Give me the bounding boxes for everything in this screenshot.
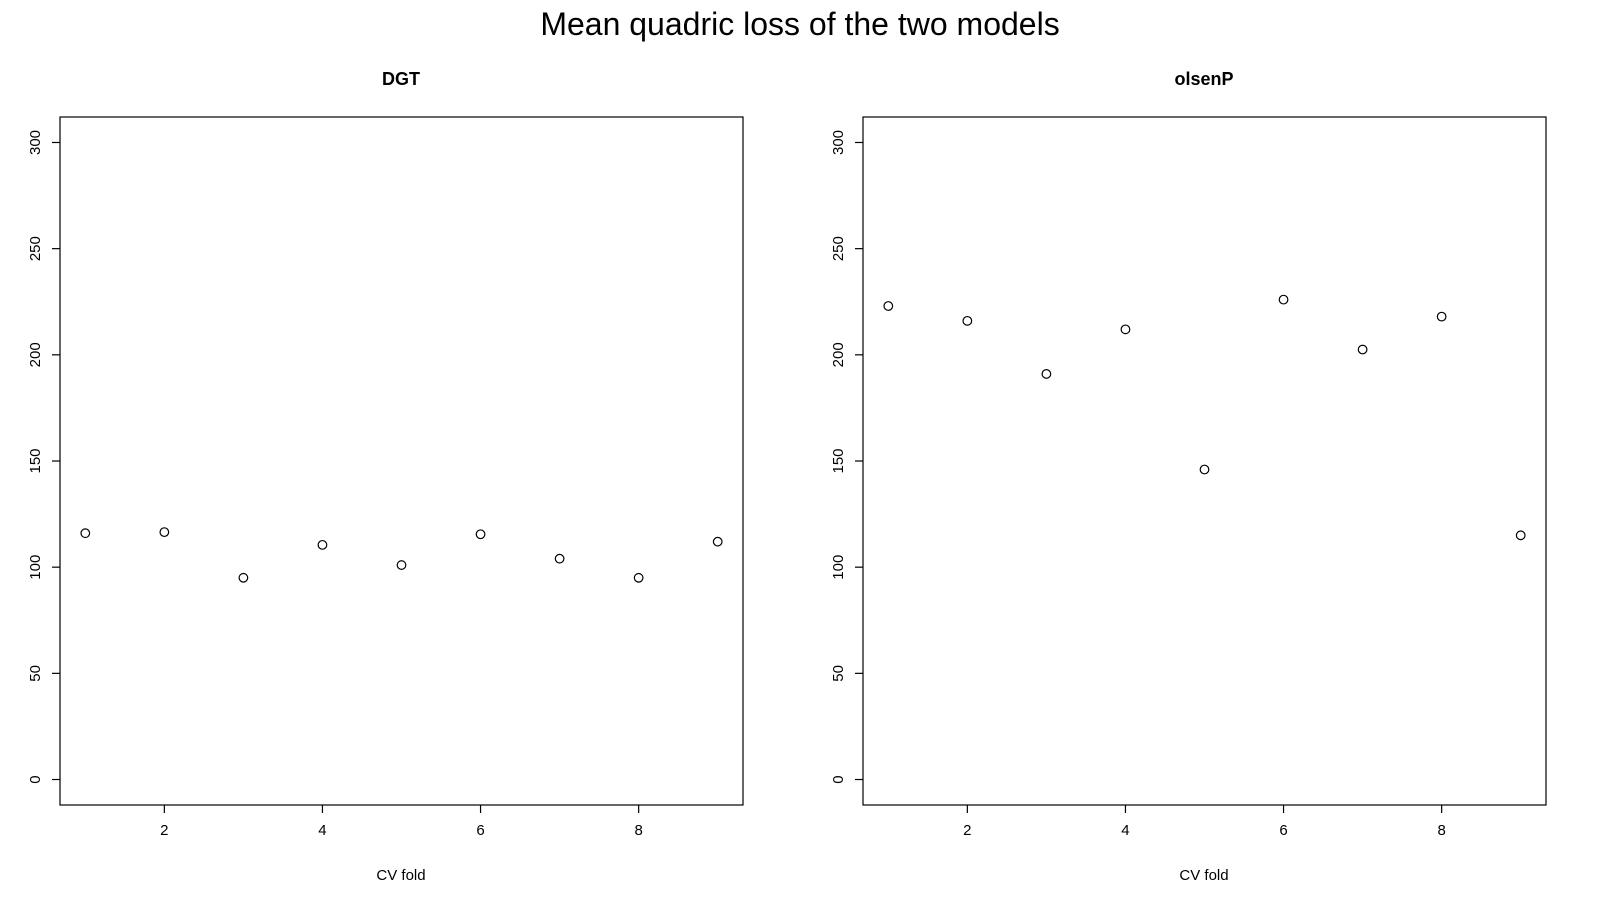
dgt-panel-title: DGT [382,69,420,89]
olsenp-data-point [1515,530,1526,541]
dgt-x-tick-label: 4 [318,822,326,839]
dgt-x-tick-label: 2 [160,822,168,839]
dgt-y-axis: 0 50 100 150 200 250 300 [27,130,60,784]
dgt-points [80,527,723,583]
olsenp-y-tick-label: 150 [830,448,847,473]
dgt-y-tick-label: 50 [27,665,44,682]
dgt-y-tick-label: 0 [27,775,44,783]
dgt-y-tick-label: 300 [27,130,44,155]
olsenp-panel: olsenP 2 4 6 8 0 50 100 150 200 250 300 CV fold [830,69,1547,884]
olsenp-y-tick-label: 250 [830,236,847,261]
olsenp-points [883,294,1526,541]
olsenp-data-point [1120,324,1131,335]
olsenp-x-tick-label: 8 [1437,822,1445,839]
dgt-y-tick-label: 100 [27,555,44,580]
olsenp-panel-title: olsenP [1174,69,1233,89]
dgt-data-point [80,528,91,539]
dgt-data-point [396,560,407,570]
olsenp-plot-frame [862,116,1547,806]
olsenp-y-tick-label: 50 [830,665,847,682]
dgt-data-point [159,527,170,538]
olsenp-data-point [962,315,973,326]
olsenp-data-point [1041,369,1052,379]
dgt-panel: DGT 2 4 6 8 0 50 100 150 200 250 300 CV fold [27,69,744,884]
dgt-x-axis: 2 4 6 8 [160,805,643,839]
dgt-x-axis-label: CV fold [376,867,425,884]
olsenp-y-tick-label: 0 [830,775,847,783]
dgt-data-point [317,539,328,550]
olsenp-y-axis: 0 50 100 150 200 250 300 [830,130,863,784]
dgt-data-point [633,572,644,583]
olsenp-y-tick-label: 300 [830,130,847,155]
olsenp-data-point [883,301,894,311]
olsenp-x-axis-label: CV fold [1179,867,1228,884]
figure-title: Mean quadric loss of the two models [540,6,1059,42]
dgt-y-tick-label: 150 [27,448,44,473]
olsenp-data-point [1357,344,1368,355]
olsenp-data-point [1199,464,1210,475]
dgt-x-tick-label: 8 [634,822,642,839]
dgt-y-tick-label: 250 [27,236,44,261]
olsenp-x-tick-label: 2 [963,822,971,839]
olsenp-y-tick-label: 200 [830,342,847,367]
dgt-data-point [554,553,565,564]
dgt-data-point [238,572,249,583]
olsenp-data-point [1436,311,1447,322]
dgt-x-tick-label: 6 [476,822,484,839]
olsenp-y-tick-label: 100 [830,555,847,580]
olsenp-x-axis: 2 4 6 8 [963,805,1446,839]
olsenp-data-point [1278,294,1289,305]
olsenp-x-tick-label: 4 [1121,822,1129,839]
dgt-plot-frame [59,116,744,806]
olsenp-x-tick-label: 6 [1279,822,1287,839]
dgt-data-point [475,529,486,540]
dgt-data-point [712,536,723,547]
dgt-y-tick-label: 200 [27,342,44,367]
